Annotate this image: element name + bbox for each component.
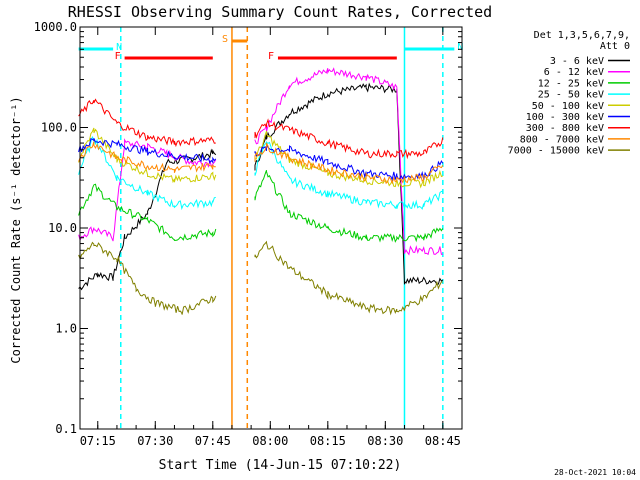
x-tick-label-4: 08:15 — [310, 434, 346, 448]
legend-label-2: 12 - 25 keV — [538, 78, 604, 89]
legend-label-5: 100 - 300 keV — [526, 112, 604, 123]
series-line-8-0 — [78, 241, 217, 315]
legend-header-0: Det 1,3,5,6,7,9, — [534, 30, 630, 41]
x-tick-label-1: 07:30 — [137, 434, 173, 448]
legend-label-3: 25 - 50 keV — [538, 90, 604, 101]
x-axis-label: Start Time (14-Jun-15 07:10:22) — [159, 458, 402, 473]
x-tick-label-2: 07:45 — [195, 434, 231, 448]
y-axis-label: Corrected Count Rate (s⁻¹ detector⁻¹) — [9, 96, 23, 363]
legend-label-6: 300 - 800 keV — [526, 123, 604, 134]
flag-label-S-4: S — [222, 34, 228, 45]
legend-label-1: 6 - 12 keV — [544, 67, 604, 78]
y-tick-label-0: 0.1 — [55, 422, 77, 436]
x-tick-label-3: 08:00 — [252, 434, 288, 448]
chart-title: RHESSI Observing Summary Count Rates, Co… — [68, 3, 492, 21]
flag-label-F-3: F — [268, 51, 274, 62]
series-line-2-1 — [254, 170, 444, 243]
y-tick-label-3: 100.0 — [41, 121, 77, 135]
y-tick-label-2: 10.0 — [48, 221, 77, 235]
axes-layer: 0.1 1.0 10.0 100.0 1000.0 07:15 07:30 07:45 08:0… — [34, 20, 463, 448]
x-tick-label-5: 08:30 — [367, 434, 403, 448]
series-line-5-0 — [78, 137, 217, 164]
series-layer — [78, 67, 444, 316]
series-line-6-0 — [78, 98, 216, 148]
x-tick-label-0: 07:15 — [80, 434, 116, 448]
legend-label-0: 3 - 6 keV — [550, 56, 604, 67]
y-tick-label-1: 1.0 — [55, 322, 77, 336]
footer-date: 28-Oct-2021 10:04 — [554, 468, 636, 477]
flags-layer: N NF FS — [78, 27, 463, 429]
series-line-4-0 — [78, 127, 217, 184]
plot-area — [80, 27, 462, 429]
series-line-6-1 — [254, 118, 444, 160]
series-line-7-0 — [78, 141, 216, 173]
series-line-0-1 — [254, 82, 444, 285]
series-line-8-1 — [254, 240, 443, 316]
y-tick-label-4: 1000.0 — [34, 20, 77, 34]
legend-label-7: 800 - 7000 keV — [520, 134, 604, 145]
legend-header-1: Att 0 — [600, 41, 630, 52]
series-line-3-1 — [254, 140, 443, 210]
plot-background — [80, 27, 462, 429]
series-line-2-0 — [78, 183, 217, 241]
flag-label-N-1: N — [457, 42, 463, 53]
series-line-7-1 — [254, 142, 444, 185]
series-line-1-1 — [254, 67, 443, 256]
series-line-1-0 — [78, 138, 217, 242]
legend-label-4: 50 - 100 keV — [532, 101, 604, 112]
flag-label-F-2: F — [115, 51, 121, 62]
x-tick-label-6: 08:45 — [425, 434, 461, 448]
series-line-3-0 — [78, 135, 216, 211]
flag-label-N-0: N — [116, 42, 122, 53]
legend-label-8: 7000 - 15000 keV — [508, 146, 604, 157]
